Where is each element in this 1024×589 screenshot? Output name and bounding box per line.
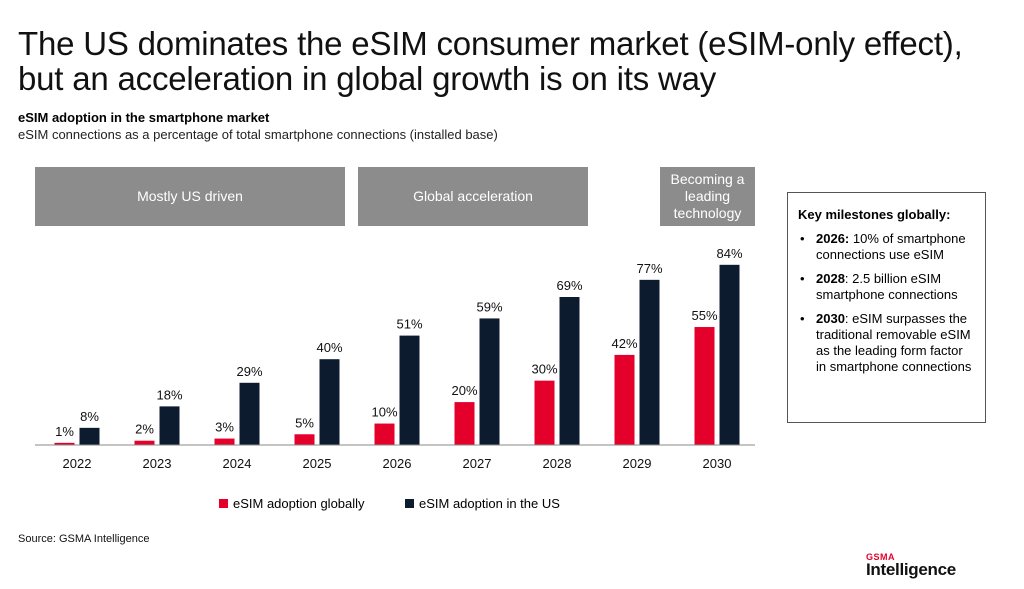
gsma-intelligence-logo: GSMA Intelligence [866,552,956,580]
legend-swatch-global [219,499,228,508]
bar-global-2027 [454,402,475,445]
x-tick-label-2030: 2030 [703,456,732,471]
bar-us-2028 [559,296,580,445]
data-label-global-2028: 30% [531,362,557,377]
bar-global-2022 [54,442,75,445]
milestone-key: 2028 [816,271,845,286]
milestones-list: 2026: 10% of smartphone connections use … [798,231,975,375]
data-label-us-2030: 84% [716,246,742,261]
bar-us-2023 [159,406,180,445]
data-label-us-2029: 77% [636,261,662,276]
legend-label-us: eSIM adoption in the US [419,496,560,511]
legend-label-global: eSIM adoption globally [233,496,365,511]
data-label-global-2029: 42% [611,336,637,351]
key-milestones-box: Key milestones globally: 2026: 10% of sm… [787,192,986,423]
data-label-global-2026: 10% [371,405,397,420]
bar-global-2024 [214,438,235,445]
bar-us-2026 [399,335,420,445]
bar-global-2028 [534,380,555,445]
bar-us-2029 [639,279,660,445]
phase-leading-technology: Becoming a leading technology [660,167,755,226]
milestone-text: : 2.5 billion eSIM smartphone connection… [816,271,958,302]
bar-global-2025 [294,434,315,445]
data-label-us-2023: 18% [156,387,182,402]
bar-us-2022 [79,427,100,445]
legend-us: eSIM adoption in the US [405,496,560,511]
milestone-text: : eSIM surpasses the traditional removab… [816,311,972,374]
milestone-2026: 2026: 10% of smartphone connections use … [798,231,975,263]
data-label-us-2024: 29% [236,364,262,379]
bar-global-2030 [694,327,715,445]
x-tick-label-2026: 2026 [383,456,412,471]
data-label-global-2023: 2% [135,422,154,437]
phase-global-acceleration: Global acceleration [358,167,588,226]
bar-global-2026 [374,423,395,445]
bar-us-2030 [719,264,740,445]
chart-title: eSIM adoption in the smartphone market [18,110,270,125]
data-label-us-2027: 59% [476,299,502,314]
milestone-2028: 2028: 2.5 billion eSIM smartphone connec… [798,271,975,303]
data-label-us-2025: 40% [316,340,342,355]
milestones-heading: Key milestones globally: [798,207,951,222]
data-label-global-2025: 5% [295,415,314,430]
data-label-us-2022: 8% [80,409,99,424]
x-tick-label-2022: 2022 [63,456,92,471]
legend-swatch-us [405,499,414,508]
bar-global-2029 [614,354,635,445]
x-tick-label-2025: 2025 [303,456,332,471]
data-label-global-2030: 55% [691,308,717,323]
x-tick-label-2027: 2027 [463,456,492,471]
logo-bottom-text: Intelligence [866,560,956,579]
legend-global: eSIM adoption globally [219,496,365,511]
data-label-global-2022: 1% [55,424,74,439]
x-tick-label-2024: 2024 [223,456,252,471]
x-tick-label-2028: 2028 [543,456,572,471]
bar-us-2024 [239,382,260,445]
data-label-global-2024: 3% [215,420,234,435]
bar-us-2027 [479,318,500,445]
page-title: The US dominates the eSIM consumer marke… [18,25,963,97]
milestone-text: 10% of smartphone connections use eSIM [816,231,966,262]
data-label-global-2027: 20% [451,383,477,398]
bar-global-2023 [134,440,155,445]
data-label-us-2026: 51% [396,317,422,332]
milestone-key: 2026: [816,231,850,246]
logo-top-text: GSMA [866,552,895,562]
milestone-2030: 2030: eSIM surpasses the traditional rem… [798,311,975,375]
data-label-us-2028: 69% [556,278,582,293]
x-tick-label-2029: 2029 [623,456,652,471]
source-note: Source: GSMA Intelligence [18,533,150,545]
x-tick-label-2023: 2023 [143,456,172,471]
phase-mostly-us-driven: Mostly US driven [35,167,345,226]
chart-subtitle: eSIM connections as a percentage of tota… [18,127,498,142]
milestone-key: 2030 [816,311,845,326]
bar-us-2025 [319,359,340,445]
